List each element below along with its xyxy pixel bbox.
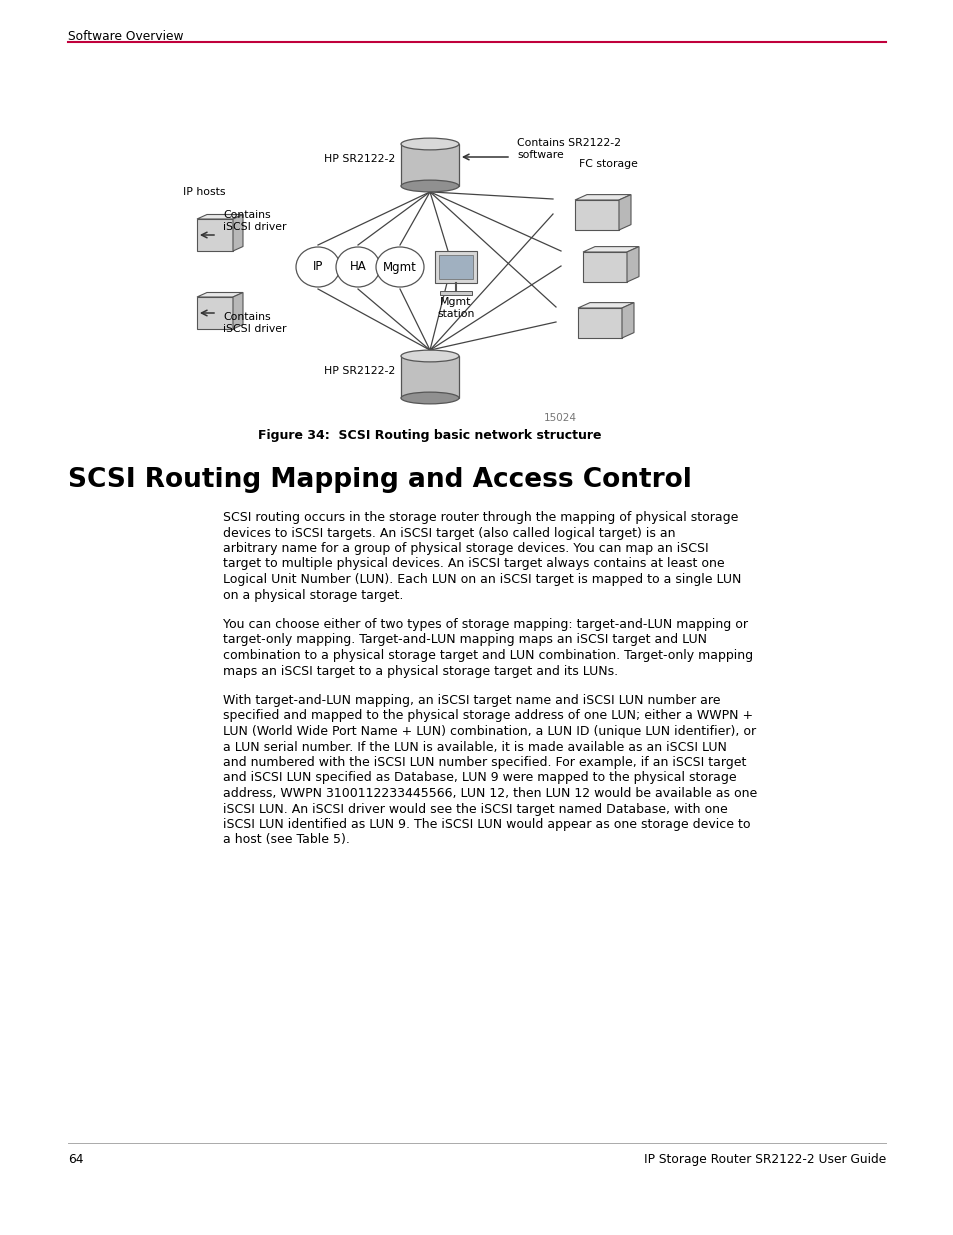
- Polygon shape: [618, 195, 630, 230]
- Text: HP SR2122-2: HP SR2122-2: [323, 366, 395, 375]
- Polygon shape: [626, 247, 639, 282]
- Polygon shape: [233, 215, 243, 251]
- Ellipse shape: [400, 350, 458, 362]
- Polygon shape: [438, 254, 473, 279]
- Polygon shape: [196, 296, 233, 329]
- Text: target-only mapping. Target-and-LUN mapping maps an iSCSI target and LUN: target-only mapping. Target-and-LUN mapp…: [223, 634, 706, 646]
- Polygon shape: [196, 219, 233, 251]
- Text: a host (see Table 5).: a host (see Table 5).: [223, 834, 350, 846]
- Text: iSCSI LUN identified as LUN 9. The iSCSI LUN would appear as one storage device : iSCSI LUN identified as LUN 9. The iSCSI…: [223, 818, 750, 831]
- Ellipse shape: [400, 138, 458, 149]
- Text: a LUN serial number. If the LUN is available, it is made available as an iSCSI L: a LUN serial number. If the LUN is avail…: [223, 741, 726, 753]
- Text: IP: IP: [313, 261, 323, 273]
- Text: address, WWPN 3100112233445566, LUN 12, then LUN 12 would be available as one: address, WWPN 3100112233445566, LUN 12, …: [223, 787, 757, 800]
- Text: HA: HA: [349, 261, 366, 273]
- Polygon shape: [439, 291, 472, 295]
- Polygon shape: [575, 195, 630, 200]
- Polygon shape: [233, 293, 243, 329]
- Text: Software Overview: Software Overview: [68, 30, 183, 43]
- Text: LUN (World Wide Port Name + LUN) combination, a LUN ID (unique LUN identifier), : LUN (World Wide Port Name + LUN) combina…: [223, 725, 756, 739]
- Text: specified and mapped to the physical storage address of one LUN; either a WWPN +: specified and mapped to the physical sto…: [223, 709, 752, 722]
- Text: Mgmt: Mgmt: [383, 261, 416, 273]
- Text: and iSCSI LUN specified as Database, LUN 9 were mapped to the physical storage: and iSCSI LUN specified as Database, LUN…: [223, 772, 736, 784]
- Polygon shape: [578, 303, 634, 308]
- Text: maps an iSCSI target to a physical storage target and its LUNs.: maps an iSCSI target to a physical stora…: [223, 664, 618, 678]
- Text: IP hosts: IP hosts: [183, 186, 225, 198]
- Ellipse shape: [375, 247, 423, 287]
- Ellipse shape: [400, 393, 458, 404]
- Text: Mgmt
station: Mgmt station: [436, 296, 475, 320]
- Text: With target-and-LUN mapping, an iSCSI target name and iSCSI LUN number are: With target-and-LUN mapping, an iSCSI ta…: [223, 694, 720, 706]
- Text: and numbered with the iSCSI LUN number specified. For example, if an iSCSI targe: and numbered with the iSCSI LUN number s…: [223, 756, 745, 769]
- Polygon shape: [400, 144, 458, 186]
- Text: You can choose either of two types of storage mapping: target-and-LUN mapping or: You can choose either of two types of st…: [223, 618, 747, 631]
- Text: HP SR2122-2: HP SR2122-2: [323, 154, 395, 164]
- Text: devices to iSCSI targets. An iSCSI target (also called logical target) is an: devices to iSCSI targets. An iSCSI targe…: [223, 526, 675, 540]
- Polygon shape: [582, 247, 639, 252]
- Text: Contains SR2122-2
software: Contains SR2122-2 software: [517, 138, 620, 161]
- Polygon shape: [196, 215, 243, 219]
- Text: IP Storage Router SR2122-2 User Guide: IP Storage Router SR2122-2 User Guide: [643, 1153, 885, 1166]
- Polygon shape: [435, 251, 476, 283]
- Text: Figure 34:  SCSI Routing basic network structure: Figure 34: SCSI Routing basic network st…: [258, 429, 601, 442]
- Text: Logical Unit Number (LUN). Each LUN on an iSCSI target is mapped to a single LUN: Logical Unit Number (LUN). Each LUN on a…: [223, 573, 740, 585]
- Text: SCSI routing occurs in the storage router through the mapping of physical storag: SCSI routing occurs in the storage route…: [223, 511, 738, 524]
- Text: iSCSI LUN. An iSCSI driver would see the iSCSI target named Database, with one: iSCSI LUN. An iSCSI driver would see the…: [223, 803, 727, 815]
- Ellipse shape: [400, 180, 458, 191]
- Polygon shape: [196, 293, 243, 296]
- Text: 15024: 15024: [543, 412, 576, 424]
- Polygon shape: [400, 356, 458, 398]
- Text: target to multiple physical devices. An iSCSI target always contains at least on: target to multiple physical devices. An …: [223, 557, 724, 571]
- Polygon shape: [621, 303, 634, 338]
- Ellipse shape: [335, 247, 379, 287]
- Text: Contains
iSCSI driver: Contains iSCSI driver: [223, 311, 286, 335]
- Text: 64: 64: [68, 1153, 84, 1166]
- Text: Contains
iSCSI driver: Contains iSCSI driver: [223, 210, 286, 232]
- Text: SCSI Routing Mapping and Access Control: SCSI Routing Mapping and Access Control: [68, 467, 691, 493]
- Ellipse shape: [295, 247, 339, 287]
- Text: combination to a physical storage target and LUN combination. Target-only mappin: combination to a physical storage target…: [223, 650, 752, 662]
- Text: FC storage: FC storage: [578, 159, 638, 169]
- Text: arbitrary name for a group of physical storage devices. You can map an iSCSI: arbitrary name for a group of physical s…: [223, 542, 708, 555]
- Polygon shape: [582, 252, 626, 282]
- Polygon shape: [578, 308, 621, 338]
- Polygon shape: [575, 200, 618, 230]
- Text: on a physical storage target.: on a physical storage target.: [223, 589, 403, 601]
